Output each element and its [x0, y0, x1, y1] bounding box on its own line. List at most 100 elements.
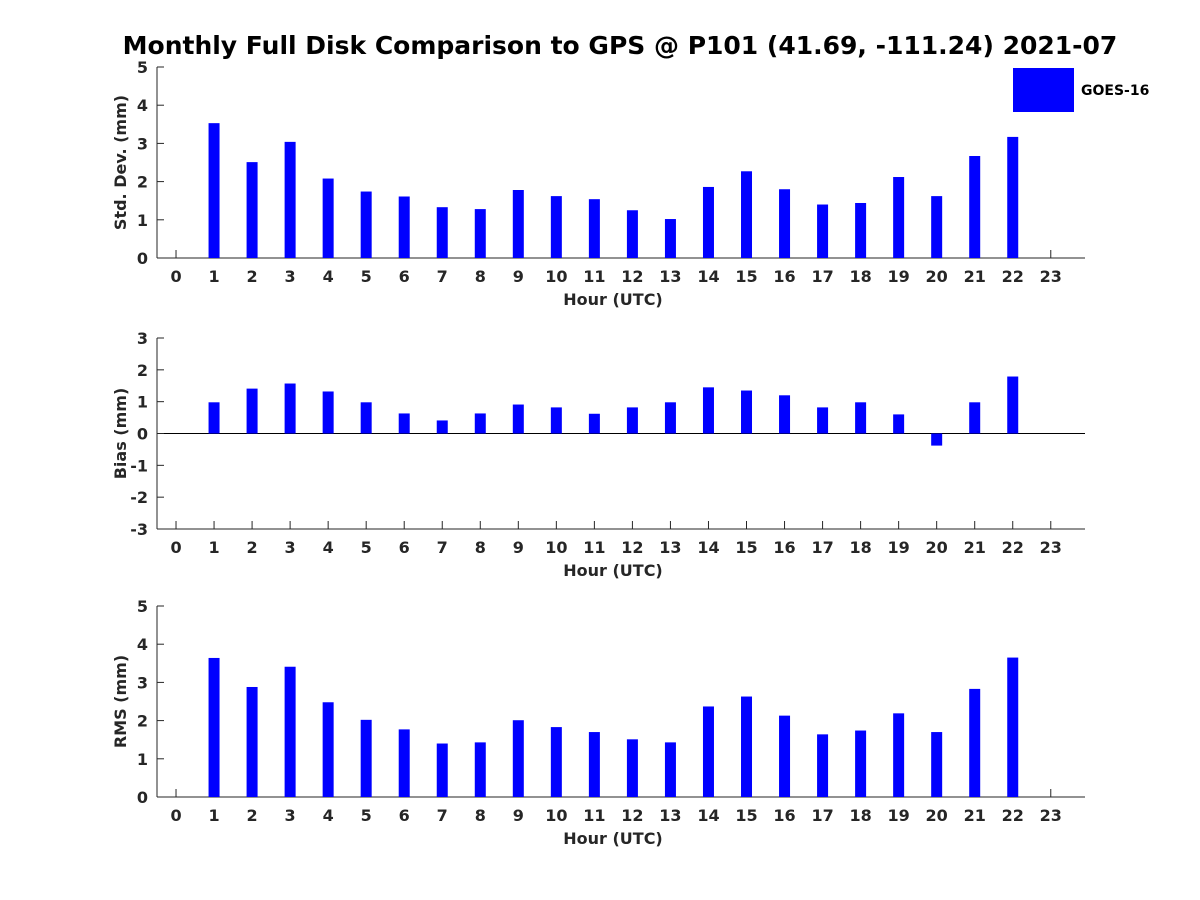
bar-std-dev-hour-8: [474, 209, 486, 258]
bar-std-dev-hour-16: [779, 189, 791, 258]
x-tick-label: 0: [170, 538, 181, 557]
bar-rms-hour-20: [931, 732, 943, 797]
x-tick-label: 18: [849, 267, 871, 286]
bar-rms-hour-5: [360, 719, 372, 797]
bar-std-dev-hour-17: [817, 204, 829, 258]
bar-rms-hour-4: [322, 702, 334, 797]
bar-bias-hour-1: [208, 402, 220, 434]
bar-bias-hour-11: [588, 413, 600, 434]
bar-rms-hour-22: [1007, 657, 1019, 797]
y-tick-label: 5: [137, 597, 148, 616]
bar-rms-hour-21: [969, 688, 981, 797]
x-axis-label: Hour (UTC): [563, 829, 663, 848]
x-tick-label: 19: [888, 806, 910, 825]
bar-bias-hour-2: [246, 388, 258, 434]
x-tick-label: 21: [964, 538, 986, 557]
y-tick-label: 3: [137, 673, 148, 692]
bar-std-dev-hour-19: [893, 177, 905, 258]
bar-std-dev-hour-5: [360, 191, 372, 258]
bar-rms-hour-13: [664, 742, 676, 797]
x-tick-label: 5: [361, 806, 372, 825]
x-axis-label: Hour (UTC): [563, 290, 663, 309]
bar-std-dev-hour-20: [931, 196, 943, 258]
x-tick-label: 0: [170, 267, 181, 286]
y-axis-label: Bias (mm): [111, 388, 130, 480]
x-tick-label: 6: [399, 806, 410, 825]
bar-bias-hour-20: [931, 433, 943, 446]
legend: GOES-16: [1013, 68, 1149, 112]
bar-rms-hour-6: [398, 729, 410, 797]
x-tick-label: 17: [811, 806, 833, 825]
x-tick-label: 21: [964, 267, 986, 286]
x-tick-label: 6: [399, 538, 410, 557]
bar-bias-hour-17: [817, 407, 829, 434]
x-tick-label: 18: [849, 538, 871, 557]
x-tick-label: 5: [361, 538, 372, 557]
y-tick-label: 5: [137, 58, 148, 77]
x-tick-label: 22: [1002, 267, 1024, 286]
y-tick-label: 1: [137, 393, 148, 412]
bar-std-dev-hour-22: [1007, 136, 1019, 258]
x-tick-label: 4: [323, 806, 334, 825]
bar-bias-hour-18: [855, 402, 867, 434]
bar-bias-hour-6: [398, 413, 410, 434]
bar-bias-hour-13: [664, 402, 676, 434]
x-tick-label: 3: [285, 806, 296, 825]
x-tick-label: 8: [475, 806, 486, 825]
chart-title: Monthly Full Disk Comparison to GPS @ P1…: [123, 31, 1118, 60]
bar-bias-hour-19: [893, 414, 905, 434]
x-tick-label: 13: [659, 538, 681, 557]
x-tick-label: 23: [1040, 267, 1062, 286]
bar-bias-hour-4: [322, 391, 334, 434]
bar-bias-hour-7: [436, 420, 448, 434]
bar-rms-hour-12: [626, 739, 638, 797]
y-tick-label: -1: [130, 456, 148, 475]
x-tick-label: 16: [773, 806, 795, 825]
y-tick-label: 4: [137, 635, 148, 654]
x-tick-label: 9: [513, 806, 524, 825]
x-tick-label: 19: [888, 538, 910, 557]
bar-bias-hour-16: [779, 395, 791, 434]
bar-std-dev-hour-14: [702, 186, 714, 258]
x-tick-label: 16: [773, 538, 795, 557]
bar-bias-hour-5: [360, 402, 372, 434]
x-tick-label: 14: [697, 267, 719, 286]
x-tick-label: 17: [811, 267, 833, 286]
bar-bias-hour-12: [626, 407, 638, 434]
x-tick-label: 1: [208, 538, 219, 557]
bar-std-dev-hour-2: [246, 162, 258, 258]
bar-std-dev-hour-7: [436, 207, 448, 258]
bar-rms-hour-15: [741, 696, 753, 797]
x-tick-label: 7: [437, 806, 448, 825]
x-axis-label: Hour (UTC): [563, 561, 663, 580]
x-tick-label: 20: [926, 806, 948, 825]
legend-label: GOES-16: [1081, 83, 1149, 99]
x-tick-label: 2: [247, 538, 258, 557]
x-tick-label: 16: [773, 267, 795, 286]
x-tick-label: 2: [247, 806, 258, 825]
x-tick-label: 20: [926, 538, 948, 557]
bar-std-dev-hour-9: [512, 190, 524, 258]
x-tick-label: 13: [659, 267, 681, 286]
bar-bias-hour-14: [702, 387, 714, 434]
y-tick-label: 2: [137, 361, 148, 380]
x-tick-label: 11: [583, 267, 605, 286]
y-axis-label: RMS (mm): [111, 655, 130, 748]
bar-bias-hour-8: [474, 413, 486, 434]
x-tick-label: 15: [735, 267, 757, 286]
bar-std-dev-hour-15: [741, 171, 753, 258]
bar-rms-hour-19: [893, 713, 905, 797]
bar-rms-hour-11: [588, 732, 600, 797]
x-tick-label: 23: [1040, 538, 1062, 557]
bar-std-dev-hour-10: [550, 196, 562, 258]
x-tick-label: 10: [545, 267, 567, 286]
x-tick-label: 13: [659, 806, 681, 825]
x-tick-label: 3: [285, 267, 296, 286]
x-tick-label: 12: [621, 267, 643, 286]
bar-std-dev-hour-1: [208, 123, 220, 259]
y-tick-label: 3: [137, 329, 148, 348]
bar-rms-hour-9: [512, 720, 524, 797]
bar-std-dev-hour-4: [322, 178, 334, 258]
bar-std-dev-hour-12: [626, 210, 638, 258]
